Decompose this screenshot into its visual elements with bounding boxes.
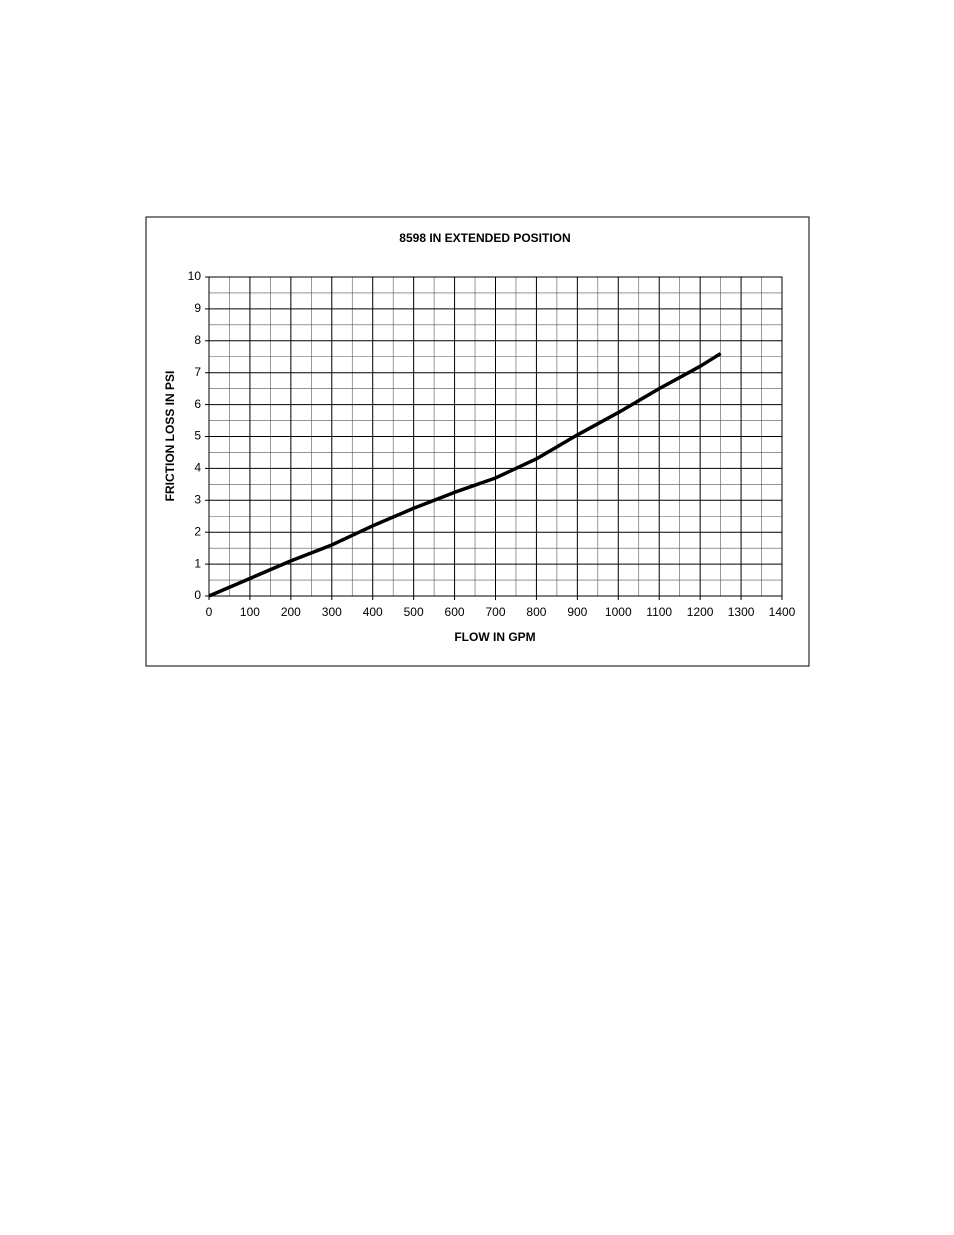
y-tick-label: 4 [194,461,201,475]
x-tick-label: 600 [445,605,465,619]
y-tick-label: 7 [194,365,201,379]
x-tick-label: 100 [240,605,260,619]
x-tick-label: 400 [363,605,383,619]
x-axis-label: FLOW IN GPM [454,630,535,644]
y-tick-label: 5 [194,429,201,443]
x-tick-label: 1300 [728,605,755,619]
line-series [208,352,722,598]
x-tick-label: 0 [206,605,213,619]
y-axis-label: FRICTION LOSS IN PSI [163,371,177,502]
plot-frame [208,276,783,597]
y-tick-label: 0 [194,588,201,602]
x-tick-label: 800 [526,605,546,619]
x-tick-label: 1200 [687,605,714,619]
x-tick-label: 300 [322,605,342,619]
x-tick-label: 500 [404,605,424,619]
chart-frame [145,216,810,667]
x-tick-label: 700 [485,605,505,619]
x-tick-label: 200 [281,605,301,619]
x-tick-label: 1400 [769,605,796,619]
y-tick-label: 9 [194,301,201,315]
x-tick-label: 1100 [646,605,672,619]
y-tick-label: 3 [194,492,201,506]
y-tick-label: 10 [188,269,202,283]
chart-title: 8598 IN EXTENDED POSITION [399,231,570,245]
x-tick-label: 900 [567,605,587,619]
x-tick-label: 1000 [605,605,632,619]
y-tick-label: 1 [194,556,201,570]
y-tick-label: 2 [194,524,201,538]
y-tick-label: 8 [194,333,201,347]
y-tick-label: 6 [194,397,201,411]
